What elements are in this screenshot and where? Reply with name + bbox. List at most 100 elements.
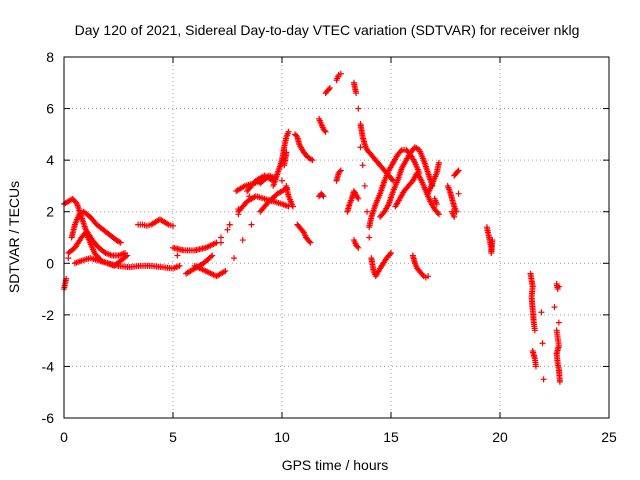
data-point	[366, 234, 373, 241]
data-point	[285, 128, 292, 135]
data-point	[389, 176, 396, 183]
data-point	[357, 144, 364, 151]
y-tick-label: 4	[46, 152, 54, 168]
data-point	[337, 70, 344, 77]
data-point	[176, 262, 183, 269]
data-point	[452, 171, 459, 178]
data-point	[540, 376, 547, 383]
data-point	[355, 195, 362, 202]
series-track-j	[233, 177, 266, 195]
plot-frame	[63, 56, 610, 419]
series-track-l	[283, 131, 316, 210]
data-point	[538, 309, 545, 316]
series-track-t	[377, 144, 436, 220]
data-point	[451, 213, 458, 220]
series-track-s	[366, 146, 423, 231]
data-point	[217, 239, 224, 246]
y-tick-label: 6	[46, 101, 54, 117]
data-point	[451, 172, 458, 179]
y-tick-label: -2	[42, 307, 55, 323]
series-track-w	[425, 159, 442, 207]
data-point	[117, 239, 124, 246]
data-point	[353, 90, 360, 97]
data-point	[419, 271, 426, 278]
series-track-i	[217, 193, 292, 241]
series-track-r	[357, 144, 394, 280]
series-track-n	[316, 84, 333, 200]
data-point	[320, 193, 327, 200]
series-track-d	[71, 255, 183, 272]
data-point	[322, 128, 329, 135]
y-tick-label: 0	[46, 255, 54, 271]
data-point	[434, 210, 441, 217]
x-tick-label: 25	[601, 429, 617, 445]
data-point	[319, 191, 326, 198]
y-axis-title: SDTVAR / TECUs	[6, 181, 22, 293]
data-point	[209, 252, 216, 259]
x-tick-label: 5	[169, 429, 177, 445]
y-tick-label: -6	[42, 410, 55, 426]
data-point	[361, 182, 368, 189]
y-tick-label: -4	[42, 358, 55, 374]
data-point	[388, 249, 394, 256]
data-point	[489, 237, 496, 244]
series-track-y	[483, 224, 496, 256]
data-point	[397, 148, 404, 155]
data-point	[556, 378, 563, 385]
data-point	[455, 190, 462, 197]
data-point	[551, 304, 558, 311]
data-point	[226, 221, 233, 228]
series-track-x	[444, 167, 462, 220]
series-track-z	[527, 270, 547, 383]
data-point	[326, 84, 333, 91]
data-layer	[61, 70, 563, 385]
data-point	[239, 237, 246, 244]
data-point	[435, 159, 442, 166]
data-point	[539, 340, 546, 347]
series-track-e	[135, 216, 176, 229]
data-point	[364, 208, 371, 215]
x-tick-label: 20	[492, 429, 508, 445]
data-point	[207, 253, 214, 260]
series-track-u	[392, 170, 442, 218]
data-point	[248, 221, 255, 228]
data-point	[354, 243, 361, 250]
series-track-a	[61, 208, 124, 293]
data-point	[170, 222, 176, 229]
data-point	[355, 105, 362, 112]
data-point	[325, 86, 332, 93]
data-point	[386, 251, 393, 258]
grid-layer	[64, 57, 609, 418]
x-tick-label: 10	[274, 429, 290, 445]
data-point	[222, 268, 229, 275]
chart-title: Day 120 of 2021, Sidereal Day-to-day VTE…	[75, 22, 580, 38]
data-point	[174, 252, 181, 259]
data-point	[299, 228, 306, 235]
data-point	[259, 177, 266, 184]
data-point	[355, 244, 362, 251]
data-point	[217, 234, 224, 241]
data-point	[279, 177, 285, 184]
data-point	[124, 252, 131, 259]
data-point	[231, 255, 238, 262]
data-point	[435, 211, 442, 218]
data-point	[531, 327, 538, 334]
data-point	[281, 162, 288, 169]
data-point	[425, 273, 432, 280]
series-track-k	[270, 128, 292, 189]
data-point	[532, 363, 539, 370]
series-track-o	[333, 70, 344, 184]
y-tick-label: 2	[46, 204, 54, 220]
y-tick-label: 8	[46, 49, 54, 65]
data-point	[321, 127, 328, 134]
data-point	[65, 255, 72, 262]
data-point	[309, 157, 316, 164]
data-point	[336, 168, 343, 175]
series-track-aa	[551, 280, 563, 385]
x-tick-label: 0	[60, 429, 68, 445]
series-track-v	[409, 252, 432, 281]
data-point	[307, 239, 314, 246]
x-axis-title: GPS time / hours	[282, 457, 389, 473]
